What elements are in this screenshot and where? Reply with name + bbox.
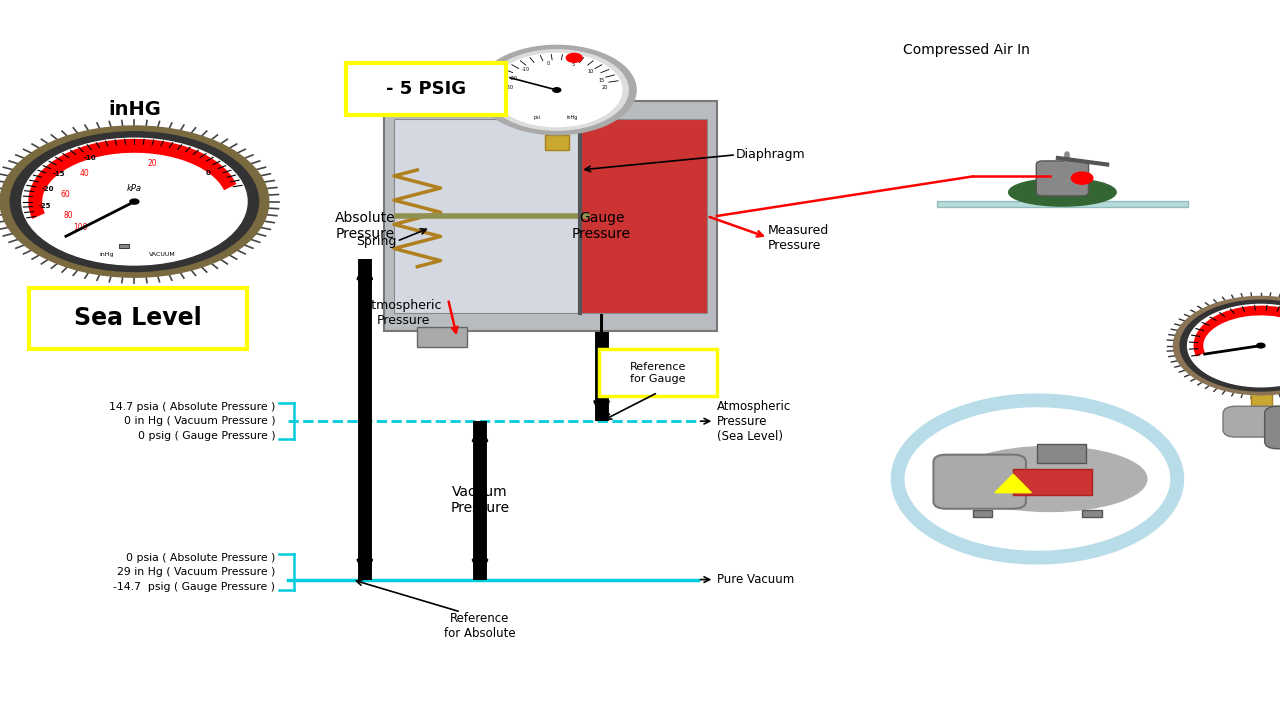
Circle shape: [566, 53, 582, 63]
FancyBboxPatch shape: [545, 135, 568, 150]
Ellipse shape: [1009, 179, 1116, 206]
FancyBboxPatch shape: [599, 349, 717, 396]
Text: 80: 80: [64, 211, 73, 220]
Text: -20: -20: [509, 76, 517, 81]
Text: Compressed Air In: Compressed Air In: [902, 43, 1030, 58]
FancyBboxPatch shape: [346, 63, 506, 115]
Text: Reference
for Absolute: Reference for Absolute: [444, 612, 516, 640]
Text: 100: 100: [73, 222, 88, 232]
Text: 0: 0: [205, 170, 210, 176]
Text: - 5 PSIG: - 5 PSIG: [387, 81, 466, 99]
Circle shape: [1180, 300, 1280, 391]
Text: Atmospheric
Pressure
(Sea Level): Atmospheric Pressure (Sea Level): [717, 400, 791, 443]
Text: 0 psia ( Absolute Pressure ): 0 psia ( Absolute Pressure ): [125, 553, 275, 563]
Text: 29 in Hg ( Vacuum Pressure ): 29 in Hg ( Vacuum Pressure ): [116, 567, 275, 577]
Text: 5: 5: [572, 63, 575, 68]
Circle shape: [1174, 297, 1280, 395]
Text: Reference
for Gauge: Reference for Gauge: [630, 362, 686, 384]
Text: Vacuum
Pressure: Vacuum Pressure: [451, 485, 509, 516]
Text: -15: -15: [52, 171, 65, 177]
FancyArrowPatch shape: [595, 262, 608, 415]
FancyBboxPatch shape: [394, 120, 580, 312]
FancyArrowPatch shape: [474, 427, 486, 577]
Text: -10: -10: [522, 67, 530, 72]
Text: Gauge
Pressure: Gauge Pressure: [572, 211, 631, 241]
Text: 0 in Hg ( Vacuum Pressure ): 0 in Hg ( Vacuum Pressure ): [124, 416, 275, 426]
Text: Sea Level: Sea Level: [74, 306, 202, 330]
FancyArrowPatch shape: [595, 265, 608, 418]
Text: Diaphragm: Diaphragm: [736, 148, 805, 161]
Text: 20: 20: [602, 85, 607, 90]
Text: Pure Vacuum: Pure Vacuum: [717, 573, 794, 586]
Text: Absolute
Pressure: Absolute Pressure: [334, 211, 396, 241]
Text: 15: 15: [599, 78, 604, 84]
Circle shape: [1071, 172, 1093, 184]
Circle shape: [131, 199, 138, 204]
FancyBboxPatch shape: [1265, 406, 1280, 449]
FancyBboxPatch shape: [1083, 510, 1102, 517]
Circle shape: [485, 50, 628, 130]
Text: psi: psi: [534, 115, 540, 120]
Polygon shape: [995, 474, 1032, 492]
Text: 0 psig ( Gauge Pressure ): 0 psig ( Gauge Pressure ): [137, 431, 275, 441]
Text: 0: 0: [547, 61, 550, 66]
Text: -10: -10: [83, 155, 96, 161]
FancyBboxPatch shape: [417, 327, 467, 347]
FancyBboxPatch shape: [1037, 161, 1088, 196]
FancyArrowPatch shape: [358, 265, 371, 577]
Text: 14.7 psia ( Absolute Pressure ): 14.7 psia ( Absolute Pressure ): [109, 402, 275, 412]
Circle shape: [477, 45, 636, 135]
Text: inHg: inHg: [567, 115, 579, 120]
FancyArrowPatch shape: [474, 424, 486, 574]
Text: -14.7  psig ( Gauge Pressure ): -14.7 psig ( Gauge Pressure ): [113, 582, 275, 592]
Text: 20: 20: [147, 159, 157, 168]
FancyBboxPatch shape: [119, 244, 129, 248]
Text: -25: -25: [38, 203, 51, 209]
Text: Atmospheric
Pressure: Atmospheric Pressure: [364, 299, 443, 327]
Circle shape: [1257, 343, 1265, 348]
Circle shape: [492, 53, 622, 127]
Text: kPa: kPa: [127, 184, 142, 193]
FancyBboxPatch shape: [973, 510, 992, 517]
Text: 60: 60: [60, 190, 70, 199]
FancyBboxPatch shape: [933, 455, 1027, 509]
Polygon shape: [161, 243, 172, 249]
FancyBboxPatch shape: [937, 202, 1188, 207]
Text: inHg: inHg: [99, 252, 114, 256]
Text: Spring: Spring: [356, 235, 397, 248]
FancyArrowPatch shape: [358, 262, 371, 574]
FancyBboxPatch shape: [384, 101, 717, 331]
Circle shape: [553, 88, 561, 92]
Text: inHG: inHG: [108, 100, 161, 119]
FancyBboxPatch shape: [1014, 469, 1092, 495]
Text: Measured
Pressure: Measured Pressure: [768, 224, 829, 251]
Circle shape: [0, 126, 269, 277]
FancyBboxPatch shape: [1251, 392, 1271, 416]
Circle shape: [10, 132, 259, 271]
Text: 10: 10: [588, 68, 594, 73]
Text: VACUUM: VACUUM: [150, 252, 175, 256]
Text: -20: -20: [42, 186, 54, 192]
Circle shape: [1188, 305, 1280, 387]
FancyBboxPatch shape: [580, 120, 707, 312]
Text: -30: -30: [506, 85, 513, 90]
FancyBboxPatch shape: [1038, 444, 1085, 463]
FancyBboxPatch shape: [29, 288, 247, 349]
Ellipse shape: [952, 446, 1147, 511]
Circle shape: [22, 138, 247, 265]
FancyBboxPatch shape: [1224, 406, 1280, 437]
Text: 40: 40: [79, 169, 90, 178]
